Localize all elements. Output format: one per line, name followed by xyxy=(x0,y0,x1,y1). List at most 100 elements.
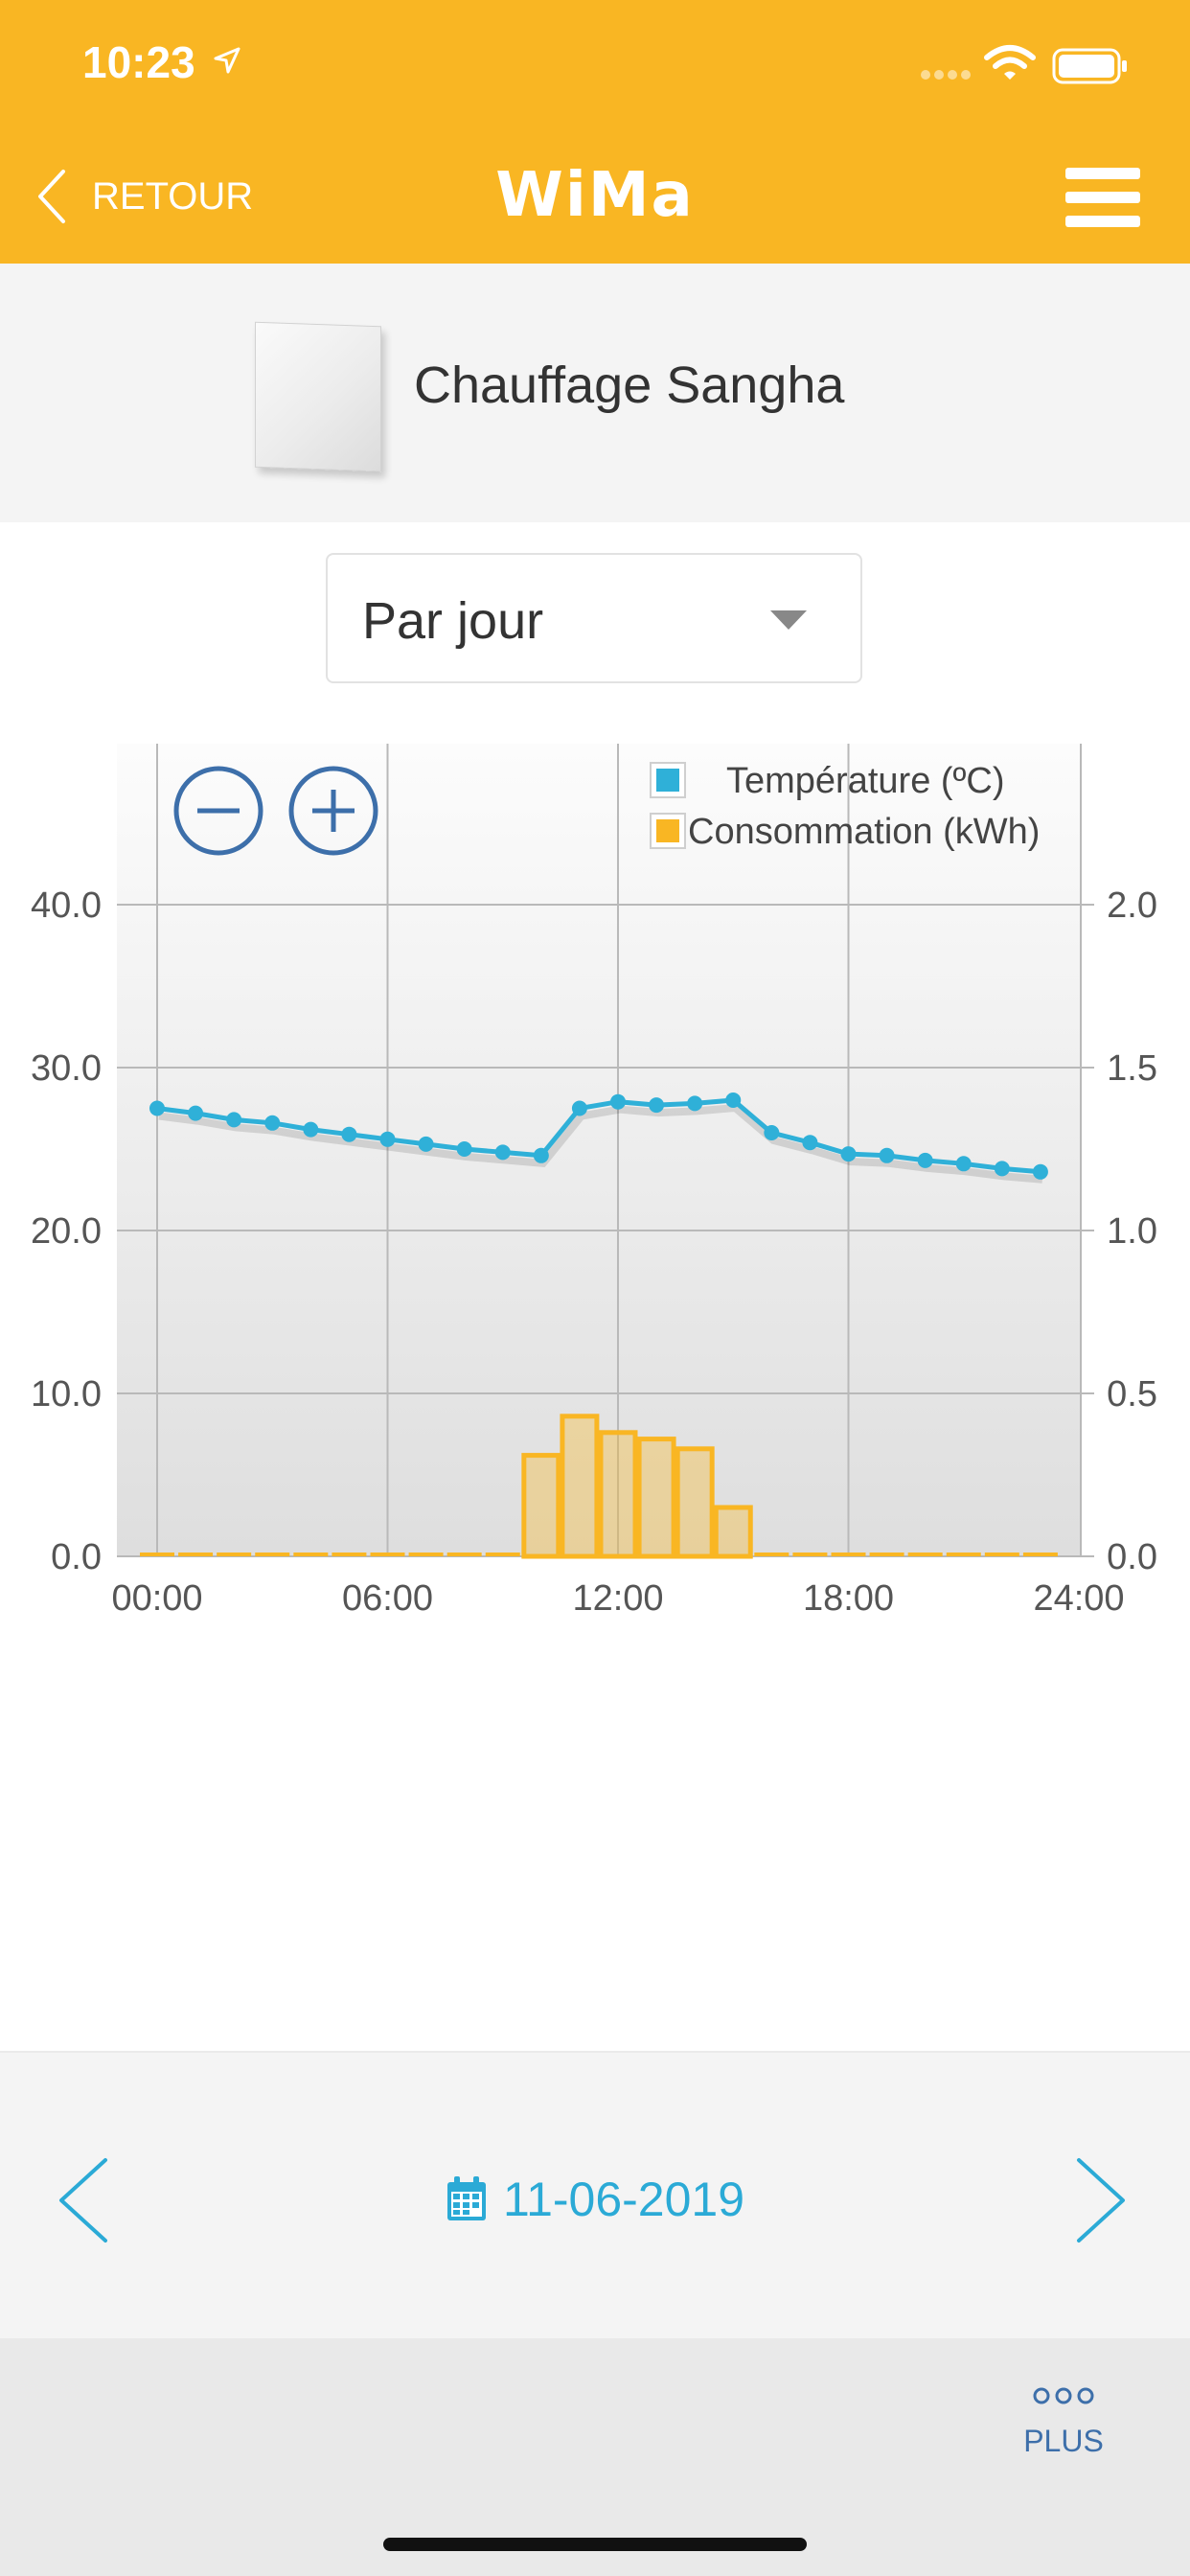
point-temperature xyxy=(1032,1163,1048,1180)
bar-consumption xyxy=(675,1446,715,1559)
y-right-tick-label: 0.5 xyxy=(1107,1374,1157,1414)
x-tick-label: 24:00 xyxy=(1033,1578,1124,1619)
point-temperature xyxy=(917,1152,933,1168)
y-right-tick-label: 0.0 xyxy=(1107,1537,1157,1577)
point-temperature xyxy=(571,1100,587,1116)
bar-consumption xyxy=(792,1552,828,1556)
point-temperature xyxy=(802,1135,818,1151)
bar-consumption xyxy=(521,1453,561,1559)
point-temperature xyxy=(494,1144,511,1161)
y-right-tick-label: 2.0 xyxy=(1107,886,1157,926)
x-tick-label: 12:00 xyxy=(572,1578,663,1619)
bar-consumption xyxy=(255,1552,290,1556)
point-temperature xyxy=(879,1147,895,1163)
plus-label: PLUS xyxy=(1023,2424,1104,2458)
point-temperature xyxy=(226,1112,242,1128)
next-day-button[interactable] xyxy=(1073,2156,1129,2244)
bar-consumption xyxy=(293,1552,329,1556)
point-temperature xyxy=(649,1097,665,1114)
y-left-tick-label: 30.0 xyxy=(31,1048,102,1089)
period-select[interactable]: Par jour xyxy=(326,553,862,683)
back-button-label: RETOUR xyxy=(92,174,254,218)
chart-svg: 0.0 0.0 10.0 0.5 20.0 1.0 30.0 1.5 40.0 2.0 00:00 0… xyxy=(31,744,1157,1619)
plus-button[interactable]: PLUS xyxy=(996,2386,1131,2459)
point-temperature xyxy=(149,1100,165,1116)
device-header: Chauffage Sangha xyxy=(0,264,1190,522)
point-temperature xyxy=(687,1095,703,1112)
bar-consumption xyxy=(1022,1552,1058,1556)
date-picker[interactable]: 11-06-2019 xyxy=(0,2172,1190,2227)
wifi-icon xyxy=(984,45,1036,80)
point-temperature xyxy=(418,1136,434,1152)
date-navigation: 11-06-2019 xyxy=(0,2051,1190,2340)
status-bar: 10:23 xyxy=(0,0,1190,129)
point-temperature xyxy=(188,1105,204,1121)
dropdown-arrow-icon xyxy=(770,610,807,630)
battery-icon xyxy=(1052,48,1127,84)
bar-consumption xyxy=(446,1552,482,1556)
point-temperature xyxy=(725,1092,742,1108)
bar-consumption xyxy=(636,1437,676,1559)
point-temperature xyxy=(341,1126,357,1142)
previous-day-button[interactable] xyxy=(56,2156,111,2244)
y-right-tick-label: 1.0 xyxy=(1107,1211,1157,1252)
home-indicator xyxy=(383,2538,807,2551)
heater-image xyxy=(255,321,381,472)
point-temperature xyxy=(379,1131,396,1147)
y-left-tick-label: 40.0 xyxy=(31,886,102,926)
x-tick-label: 18:00 xyxy=(803,1578,894,1619)
point-temperature xyxy=(533,1147,549,1163)
y-left-tick-label: 10.0 xyxy=(31,1374,102,1414)
bar-consumption xyxy=(869,1552,904,1556)
bar-consumption xyxy=(408,1552,444,1556)
back-button[interactable]: RETOUR xyxy=(34,168,253,225)
point-temperature xyxy=(610,1093,626,1110)
point-temperature xyxy=(840,1146,857,1162)
bar-consumption xyxy=(370,1552,405,1556)
bar-consumption xyxy=(332,1552,367,1556)
x-tick-label: 06:00 xyxy=(342,1578,433,1619)
bar-consumption xyxy=(485,1552,520,1556)
app-logo: WiMa xyxy=(495,160,695,231)
point-temperature xyxy=(264,1115,281,1131)
point-temperature xyxy=(456,1141,472,1157)
y-left-tick-label: 0.0 xyxy=(51,1537,102,1577)
bar-consumption xyxy=(754,1552,790,1556)
point-temperature xyxy=(955,1156,972,1172)
current-date: 11-06-2019 xyxy=(502,2173,745,2226)
bar-consumption xyxy=(713,1505,753,1559)
cellular-signal-icon xyxy=(921,70,971,80)
bar-consumption xyxy=(946,1552,981,1556)
y-left-tick-label: 20.0 xyxy=(31,1211,102,1252)
device-name: Chauffage Sangha xyxy=(414,356,845,414)
bottom-bar: PLUS xyxy=(0,2338,1190,2576)
chart: 0.0 0.0 10.0 0.5 20.0 1.0 30.0 1.5 40.0 2.0 00:00 0… xyxy=(0,728,1190,1648)
y-right-tick-label: 1.5 xyxy=(1107,1048,1157,1089)
calendar-icon xyxy=(446,2176,486,2220)
status-time: 10:23 xyxy=(82,37,195,87)
bar-consumption xyxy=(140,1552,174,1556)
legend: Température (ºC) Consommation (kWh) xyxy=(650,761,1040,852)
bar-consumption xyxy=(984,1552,1019,1556)
line-shadow xyxy=(158,1103,1043,1184)
point-temperature xyxy=(994,1161,1010,1177)
bar-consumption xyxy=(598,1430,638,1559)
bar-consumption xyxy=(831,1552,866,1556)
zoom-out-button[interactable] xyxy=(173,766,263,856)
hamburger-menu-icon[interactable] xyxy=(1065,166,1140,229)
point-temperature xyxy=(764,1125,780,1140)
bar-consumption xyxy=(907,1552,943,1556)
location-arrow-icon xyxy=(214,47,240,74)
bar-consumption xyxy=(178,1552,214,1556)
more-dots-icon xyxy=(1033,2387,1094,2404)
legend-label-temperature: Température (ºC) xyxy=(726,761,1005,801)
zoom-in-button[interactable] xyxy=(288,766,378,856)
point-temperature xyxy=(303,1121,319,1138)
period-select-value: Par jour xyxy=(362,592,544,650)
chevron-left-icon xyxy=(38,170,65,223)
x-tick-label: 00:00 xyxy=(111,1578,202,1619)
bar-consumption xyxy=(560,1414,600,1559)
bar-consumption xyxy=(217,1552,252,1556)
nav-bar: RETOUR WiMa xyxy=(0,129,1190,264)
legend-label-consumption: Consommation (kWh) xyxy=(688,812,1040,852)
